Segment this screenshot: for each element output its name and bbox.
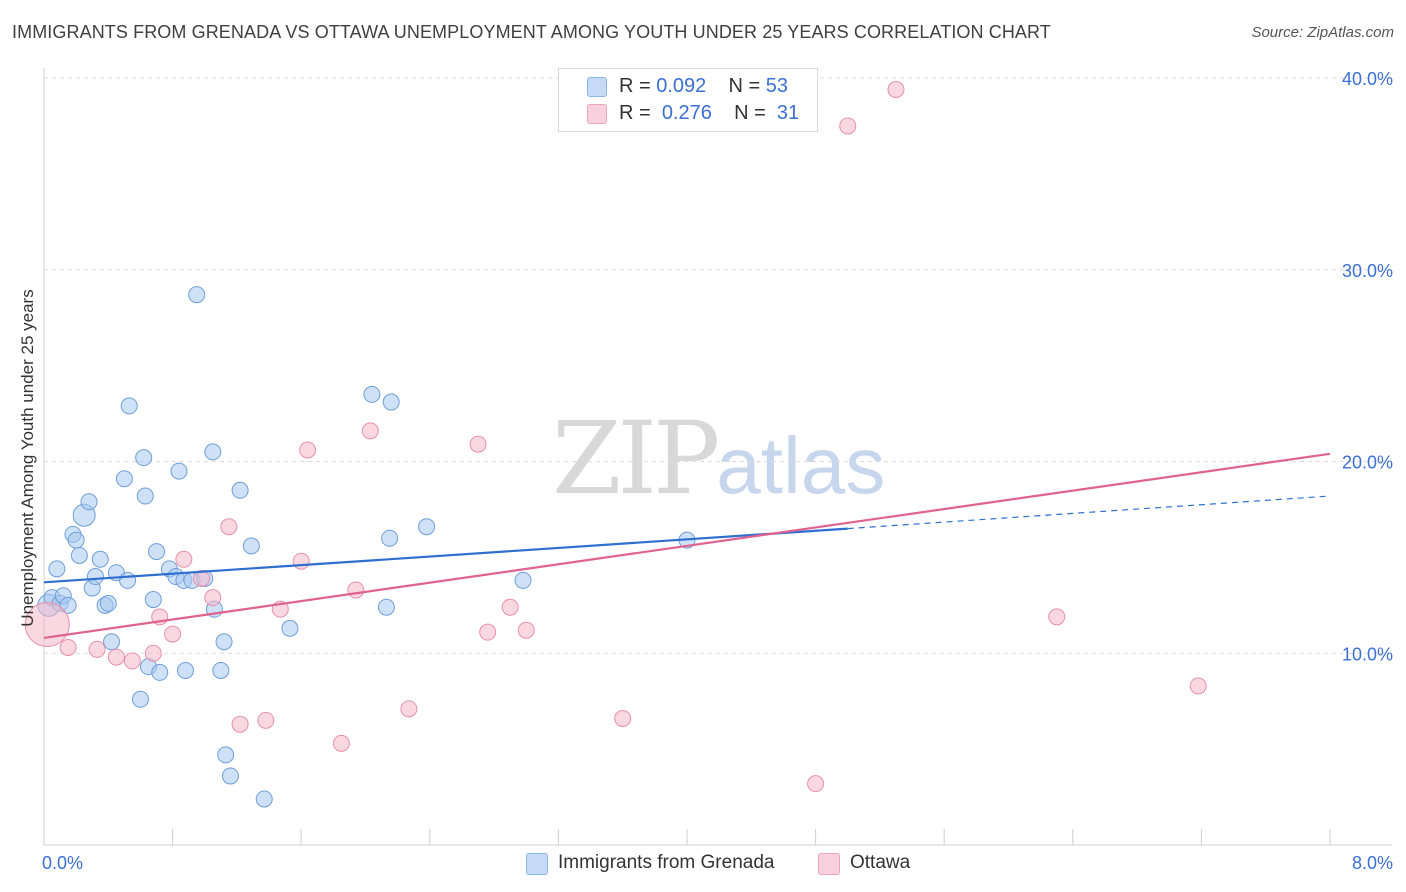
- legend-r-value: 0.092: [656, 75, 707, 97]
- point-grenada: [188, 286, 206, 304]
- point-ottawa: [257, 711, 275, 729]
- point-ottawa: [400, 700, 418, 718]
- point-ottawa: [887, 81, 905, 99]
- point-grenada: [144, 591, 162, 609]
- point-grenada: [377, 598, 395, 616]
- point-ottawa: [204, 589, 222, 607]
- x-tick-label: 8.0%: [1352, 853, 1393, 873]
- point-ottawa: [361, 422, 379, 440]
- point-grenada: [70, 546, 88, 564]
- point-ottawa: [88, 640, 106, 658]
- bottom-legend-swatch-ottawa: [818, 853, 840, 875]
- point-ottawa: [469, 435, 487, 453]
- point-grenada: [514, 571, 532, 589]
- point-ottawa: [144, 644, 162, 662]
- y-axis-label: Unemployment Among Youth under 25 years: [18, 289, 37, 627]
- trendline-ottawa: [43, 452, 1331, 639]
- point-grenada: [99, 594, 117, 612]
- point-ottawa: [59, 638, 77, 656]
- point-ottawa: [107, 648, 125, 666]
- legend-n-value: 53: [765, 75, 789, 97]
- point-ottawa: [332, 734, 350, 752]
- point-ottawa: [479, 623, 497, 641]
- point-grenada: [86, 568, 104, 586]
- point-ottawa: [839, 117, 857, 135]
- point-ottawa: [614, 709, 632, 727]
- point-grenada: [170, 462, 188, 480]
- point-grenada: [59, 596, 77, 614]
- point-ottawa: [299, 441, 317, 459]
- legend-n-label: N =: [734, 102, 766, 124]
- point-ottawa: [220, 518, 238, 536]
- point-grenada: [48, 560, 66, 578]
- point-ottawa: [231, 715, 249, 733]
- legend-n-value: 31: [776, 102, 800, 124]
- point-grenada: [281, 619, 299, 637]
- point-ottawa: [517, 621, 535, 639]
- point-grenada: [204, 443, 222, 461]
- x-tick-label: 0.0%: [42, 853, 83, 873]
- trendline-grenada-extension: [847, 495, 1331, 530]
- point-ottawa: [1189, 677, 1207, 695]
- legend-r-label: R =: [619, 102, 651, 124]
- point-grenada: [217, 746, 235, 764]
- point-grenada: [103, 633, 121, 651]
- point-grenada: [231, 481, 249, 499]
- point-ottawa: [175, 550, 193, 568]
- point-grenada: [120, 397, 138, 415]
- legend-n-label: N =: [728, 75, 761, 97]
- point-ottawa: [193, 569, 211, 587]
- point-ottawa: [1048, 608, 1066, 626]
- point-grenada: [382, 393, 400, 411]
- watermark-zip: ZIP: [552, 400, 720, 517]
- point-grenada: [176, 662, 194, 680]
- point-grenada: [136, 487, 154, 505]
- point-ottawa: [347, 581, 365, 599]
- correlation-legend: R = 0.092 N = 53 R = 0.276 N = 31: [558, 68, 818, 132]
- point-grenada: [91, 550, 109, 568]
- point-grenada: [151, 663, 169, 681]
- point-grenada: [221, 767, 239, 785]
- point-grenada: [215, 633, 233, 651]
- point-grenada: [242, 537, 260, 555]
- point-ottawa: [807, 775, 825, 793]
- point-ottawa: [501, 598, 519, 616]
- point-grenada: [119, 571, 137, 589]
- y-tick-label: 20.0%: [1342, 453, 1393, 473]
- point-grenada: [363, 385, 381, 403]
- point-grenada: [115, 470, 133, 488]
- y-tick-label: 30.0%: [1342, 261, 1393, 281]
- bottom-legend-label-grenada: Immigrants from Grenada: [558, 852, 775, 873]
- point-grenada: [80, 493, 98, 511]
- point-grenada: [135, 449, 153, 467]
- y-tick-label: 10.0%: [1342, 644, 1393, 664]
- point-grenada: [212, 662, 230, 680]
- legend-swatch-grenada: [587, 77, 607, 97]
- watermark: ZIPatlas: [552, 400, 885, 517]
- bottom-legend-swatch-grenada: [526, 853, 548, 875]
- legend-r-value: 0.276: [661, 102, 712, 124]
- legend-swatch-ottawa: [587, 104, 607, 124]
- chart-title: IMMIGRANTS FROM GRENADA VS OTTAWA UNEMPL…: [12, 22, 1051, 42]
- point-ottawa: [123, 652, 141, 670]
- source-label: Source: ZipAtlas.com: [1251, 24, 1394, 41]
- point-grenada: [418, 518, 436, 536]
- bottom-legend-label-ottawa: Ottawa: [850, 852, 911, 873]
- point-ottawa: [164, 625, 182, 643]
- watermark-atlas: atlas: [716, 421, 886, 510]
- y-tick-label: 40.0%: [1342, 69, 1393, 89]
- point-grenada: [148, 543, 166, 561]
- point-grenada: [255, 790, 273, 808]
- point-grenada: [131, 690, 149, 708]
- point-grenada: [381, 529, 399, 547]
- point-grenada: [67, 531, 85, 549]
- point-ottawa: [292, 552, 310, 570]
- trendline-grenada: [43, 527, 848, 584]
- legend-r-label: R =: [619, 75, 651, 97]
